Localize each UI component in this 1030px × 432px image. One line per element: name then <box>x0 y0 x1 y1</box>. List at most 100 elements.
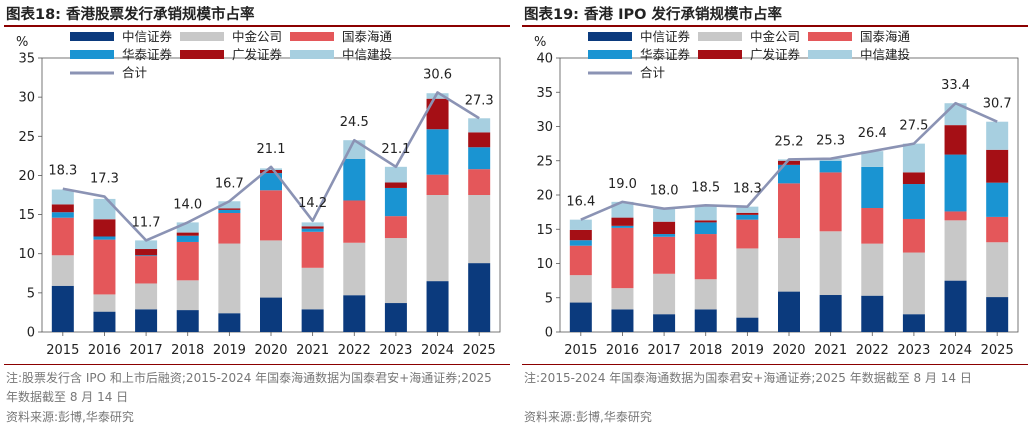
bar-segment-guotai_haitong <box>694 234 717 280</box>
bar-segment-cicc <box>93 294 116 312</box>
total-data-label: 27.3 <box>465 93 494 108</box>
bar-segment-guotai_haitong <box>135 256 158 284</box>
x-tick-label: 2016 <box>88 343 121 358</box>
y-tick-label: 5 <box>545 291 553 306</box>
bar-segment-huatai <box>986 182 1009 217</box>
bar-segment-guotai_haitong <box>343 200 366 243</box>
y-tick-label: 10 <box>536 257 553 272</box>
bar-segment-cicc <box>176 280 199 311</box>
total-data-label: 16.7 <box>215 176 244 191</box>
legend-swatch <box>588 32 632 41</box>
bar-segment-cicc <box>569 275 592 303</box>
bar-segment-huatai <box>343 158 366 201</box>
bar-segment-huatai <box>736 214 759 220</box>
bar-segment-citic_construction <box>986 121 1009 150</box>
bar-segment-citic <box>569 302 592 332</box>
x-tick-label: 2023 <box>897 343 930 358</box>
bar-segment-citic_construction <box>902 143 925 173</box>
bar-segment-citic <box>986 297 1009 332</box>
bar-segment-huatai <box>384 187 407 217</box>
bar-segment-citic <box>135 309 158 332</box>
bar-segment-guotai_haitong <box>218 213 241 244</box>
bar-segment-citic_construction <box>861 151 884 167</box>
x-tick-label: 2020 <box>254 343 287 358</box>
bar-segment-citic_construction <box>569 219 592 230</box>
y-tick-label: 15 <box>18 208 35 223</box>
legend-swatch <box>588 50 632 59</box>
bar-segment-citic <box>694 309 717 332</box>
y-tick-label: 35 <box>18 52 35 67</box>
bar-segment-huatai <box>902 184 925 219</box>
bar-segment-gf <box>736 212 759 215</box>
bottom-divider <box>522 364 1028 365</box>
x-tick-label: 2025 <box>981 343 1014 358</box>
bar-segment-citic <box>468 263 491 332</box>
total-line <box>580 101 998 221</box>
y-tick-label: 20 <box>536 189 553 204</box>
bar-segment-citic <box>819 295 842 332</box>
legend-swatch <box>70 32 114 41</box>
bar-segment-gf <box>176 232 199 236</box>
x-tick-label: 2021 <box>814 343 847 358</box>
y-tick-label: 5 <box>27 286 35 301</box>
chart-note: 注:股票发行含 IPO 和上市后融资;2015-2024 年国泰海通数据为国泰君… <box>6 371 492 404</box>
total-data-label: 26.4 <box>858 126 887 141</box>
bar-segment-huatai <box>569 240 592 246</box>
total-data-label: 17.3 <box>90 172 119 187</box>
x-tick-label: 2018 <box>689 343 722 358</box>
bar-segment-guotai_haitong <box>426 174 449 195</box>
legend-swatch <box>698 32 742 41</box>
bar-segment-gf <box>986 149 1009 183</box>
bar-segment-gf <box>93 219 116 237</box>
x-tick-label: 2019 <box>213 343 246 358</box>
legend-swatch <box>808 32 852 41</box>
bar-segment-cicc <box>218 243 241 314</box>
legend-label: 国泰海通 <box>342 29 393 44</box>
bar-segment-citic_construction <box>426 93 449 99</box>
bar-segment-huatai <box>218 209 241 214</box>
bar-segment-guotai_haitong <box>778 183 800 239</box>
bar-segment-huatai <box>135 255 158 257</box>
legend-label: 广发证券 <box>232 47 283 62</box>
bar-segment-huatai <box>819 160 842 173</box>
bar-segment-guotai_haitong <box>384 216 407 239</box>
bar-segment-gf <box>51 204 74 213</box>
x-tick-label: 2024 <box>421 343 454 358</box>
chart-panel-hk-ipo: 图表19: 香港 IPO 发行承销规模市占率 0 5 10 15 20 25 30 35 40%… <box>522 0 1028 432</box>
y-tick-label: 30 <box>536 120 553 135</box>
bar-segment-citic <box>218 313 241 332</box>
figure-title: 图表18: 香港股票发行承销规模市占率 <box>6 7 255 23</box>
total-data-label: 16.4 <box>566 195 595 210</box>
bar-segment-guotai_haitong <box>902 218 925 253</box>
total-data-label: 21.1 <box>257 142 286 157</box>
bar-segment-gf <box>611 217 634 226</box>
chart-note: 注:2015-2024 年国泰海通数据为国泰君安+海通证券;2025 年数据截至… <box>524 371 972 385</box>
total-data-label: 33.4 <box>941 78 970 93</box>
x-tick-label: 2018 <box>171 343 204 358</box>
total-data-label: 30.7 <box>983 97 1012 112</box>
bar-segment-citic <box>51 285 74 332</box>
x-tick-label: 2017 <box>130 343 163 358</box>
bar-segment-citic_construction <box>653 208 676 222</box>
legend-swatch <box>180 32 224 41</box>
bar-segment-huatai <box>944 154 967 212</box>
total-data-label: 18.5 <box>691 180 720 195</box>
x-tick-label: 2022 <box>856 343 889 358</box>
x-tick-label: 2024 <box>939 343 972 358</box>
y-tick-label: 20 <box>18 169 35 184</box>
bar-segment-gf <box>260 169 282 174</box>
bar-segment-gf <box>778 160 800 165</box>
legend-swatch <box>180 50 224 59</box>
x-tick-label: 2016 <box>606 343 639 358</box>
legend-label: 华泰证券 <box>640 47 691 62</box>
total-data-label: 18.0 <box>650 184 679 199</box>
total-data-label: 27.5 <box>899 119 928 134</box>
bar-segment-huatai <box>778 164 800 184</box>
bar-segment-guotai_haitong <box>861 208 884 244</box>
x-tick-label: 2022 <box>338 343 371 358</box>
bar-segment-guotai_haitong <box>93 239 116 295</box>
bar-segment-citic_construction <box>260 168 282 170</box>
total-data-label: 25.3 <box>816 134 845 149</box>
bar-segment-cicc <box>135 283 158 310</box>
total-data-label: 18.3 <box>733 182 762 197</box>
